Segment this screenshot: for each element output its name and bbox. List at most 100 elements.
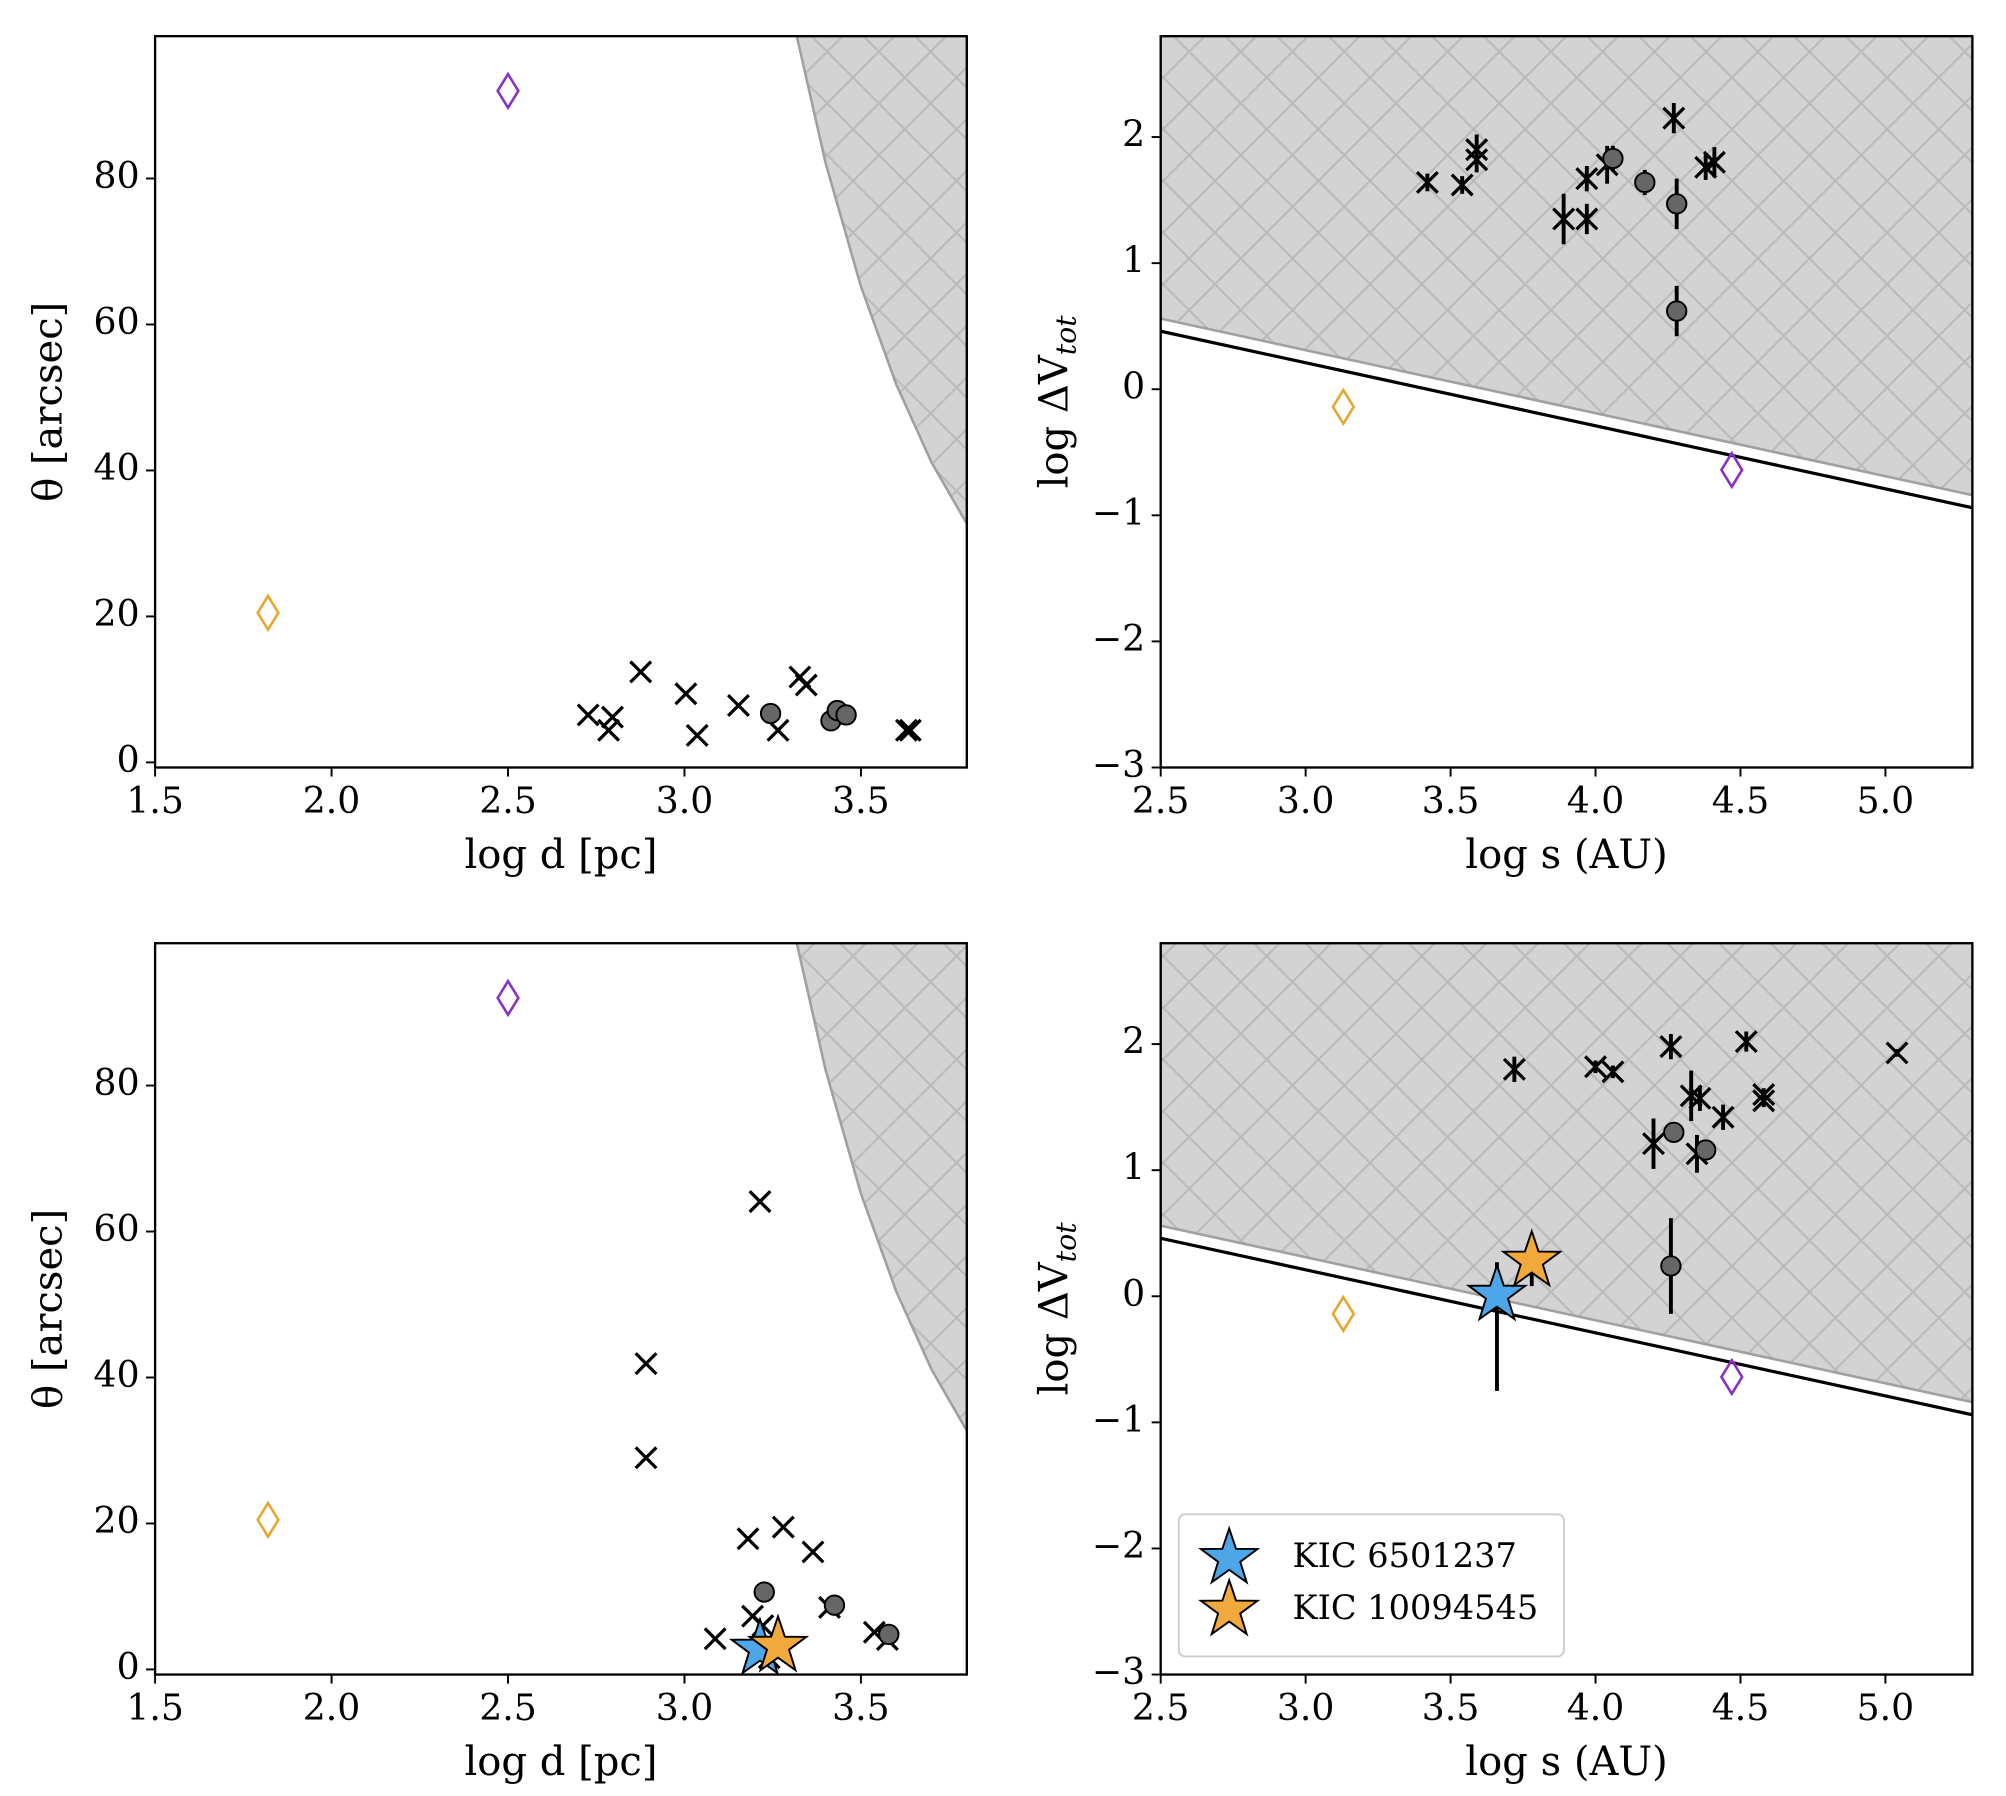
x-tick-label: 2.0 [303, 779, 361, 822]
x-stroke [1575, 167, 1599, 191]
x-stroke [1885, 1041, 1909, 1065]
circle-marker [1695, 1139, 1717, 1161]
x-tick-label: 3.0 [1277, 779, 1335, 822]
x-tick-label: 3.5 [832, 779, 890, 822]
x-stroke [794, 673, 818, 697]
panel: 1.5 2.0 2.5 3.0 3.5 0 20 40 60 80 log d [pc] θ [arc… [26, 35, 968, 878]
x-stroke [1465, 138, 1489, 162]
x-marker [1465, 138, 1489, 162]
diamond-marker [256, 593, 280, 633]
x-tick-label: 3.0 [656, 779, 714, 822]
x-tick-label: 2.0 [303, 1686, 361, 1729]
y-tick-label: 2 [1122, 1020, 1145, 1063]
circle-marker [1666, 300, 1688, 322]
x-stroke [629, 660, 653, 684]
y-axis-label-sub: tot [1049, 315, 1082, 356]
x-marker [1415, 170, 1439, 194]
circle-marker [878, 1623, 900, 1646]
panel: 2.5 3.0 3.5 4.0 4.5 5.0 −3 −2 −1 0 1 2 log s (AU) log… [1031, 35, 1974, 878]
x-axis-label: log d [pc] [464, 1739, 657, 1785]
x-stroke [1711, 1105, 1735, 1129]
legend-label: KIC 6501237 [1293, 1536, 1517, 1575]
circle-marker [1666, 193, 1688, 215]
circle-marker [835, 704, 857, 726]
y-tick-label: 0 [1122, 1272, 1145, 1315]
legend: KIC 6501237 KIC 10094545 [1177, 1513, 1565, 1658]
star-marker [746, 1613, 810, 1673]
x-marker [629, 660, 653, 684]
x-stroke [576, 703, 600, 727]
x-marker [685, 723, 709, 747]
x-stroke [736, 1527, 760, 1551]
y-tick-label: −1 [1092, 491, 1145, 534]
circle-marker [1634, 171, 1656, 194]
x-stroke [703, 1627, 727, 1651]
x-stroke [1752, 1083, 1776, 1107]
x-marker [634, 1352, 658, 1376]
x-stroke [685, 723, 709, 747]
x-tick-label: 2.5 [1132, 779, 1190, 822]
x-tick-label: 2.5 [1132, 1686, 1190, 1729]
x-marker [1659, 1035, 1683, 1059]
x-marker [1885, 1041, 1909, 1065]
plot-area [256, 36, 967, 747]
x-marker [1679, 1084, 1703, 1108]
circle-marker [823, 1594, 846, 1616]
x-stroke [1552, 207, 1576, 231]
x-axis-label: log s (AU) [1465, 1739, 1668, 1785]
x-stroke [1662, 106, 1686, 130]
plot-area [1160, 943, 1973, 1417]
x-axis-label: log s (AU) [1465, 832, 1668, 878]
excluded-region [1160, 36, 1973, 497]
x-tick-label: 1.5 [126, 779, 184, 822]
x-tick-label: 4.5 [1712, 779, 1770, 822]
x-stroke [1502, 1057, 1526, 1081]
x-stroke [1584, 1055, 1608, 1079]
x-stroke [597, 718, 621, 742]
y-axis-label-main: log ΔV [1031, 1261, 1077, 1395]
x-marker [1465, 148, 1489, 172]
x-marker [576, 703, 600, 727]
x-marker [600, 705, 624, 729]
x-marker [674, 682, 698, 706]
x-tick-label: 5.0 [1857, 1686, 1915, 1729]
x-tick-label: 4.5 [1712, 1686, 1770, 1729]
x-tick-label: 2.5 [479, 1686, 537, 1729]
y-tick-label: 1 [1122, 1146, 1145, 1189]
legend-box [1177, 1513, 1565, 1658]
x-stroke [766, 718, 790, 742]
x-marker [898, 718, 922, 742]
x-marker [703, 1627, 727, 1651]
y-axis-label: θ [arcsec] [26, 1209, 72, 1409]
x-stroke [1752, 1089, 1776, 1113]
y-tick-label: −1 [1092, 1398, 1145, 1441]
x-tick-label: 3.5 [1422, 779, 1480, 822]
legend-label: KIC 10094545 [1293, 1588, 1539, 1627]
axes-frame [1159, 35, 1974, 769]
x-stroke [1659, 1035, 1683, 1059]
x-marker [1662, 106, 1686, 130]
x-stroke [674, 682, 698, 706]
x-stroke [1679, 1084, 1703, 1108]
x-tick-label: 3.0 [1277, 1686, 1335, 1729]
x-marker [1734, 1030, 1758, 1054]
excluded-region [1160, 943, 1973, 1404]
x-marker [801, 1540, 825, 1564]
x-marker [597, 718, 621, 742]
x-stroke [1575, 207, 1599, 231]
y-axis-label-sub: tot [1049, 1222, 1082, 1263]
x-marker [771, 1515, 795, 1539]
y-tick-label: 60 [94, 300, 140, 343]
y-tick-label: 20 [94, 592, 140, 635]
y-tick-label: 0 [1122, 365, 1145, 408]
panel: 2.5 3.0 3.5 4.0 4.5 5.0 −3 −2 −1 0 1 2 log s (AU) log… [1031, 942, 1974, 1785]
x-marker [1450, 173, 1474, 197]
x-marker [1752, 1083, 1776, 1107]
x-marker [894, 718, 918, 742]
diamond-marker [1331, 387, 1356, 427]
y-tick-label: 1 [1122, 239, 1145, 282]
diamond-marker [496, 71, 520, 111]
plot-area [256, 943, 967, 1675]
axes-frame [153, 942, 968, 1676]
